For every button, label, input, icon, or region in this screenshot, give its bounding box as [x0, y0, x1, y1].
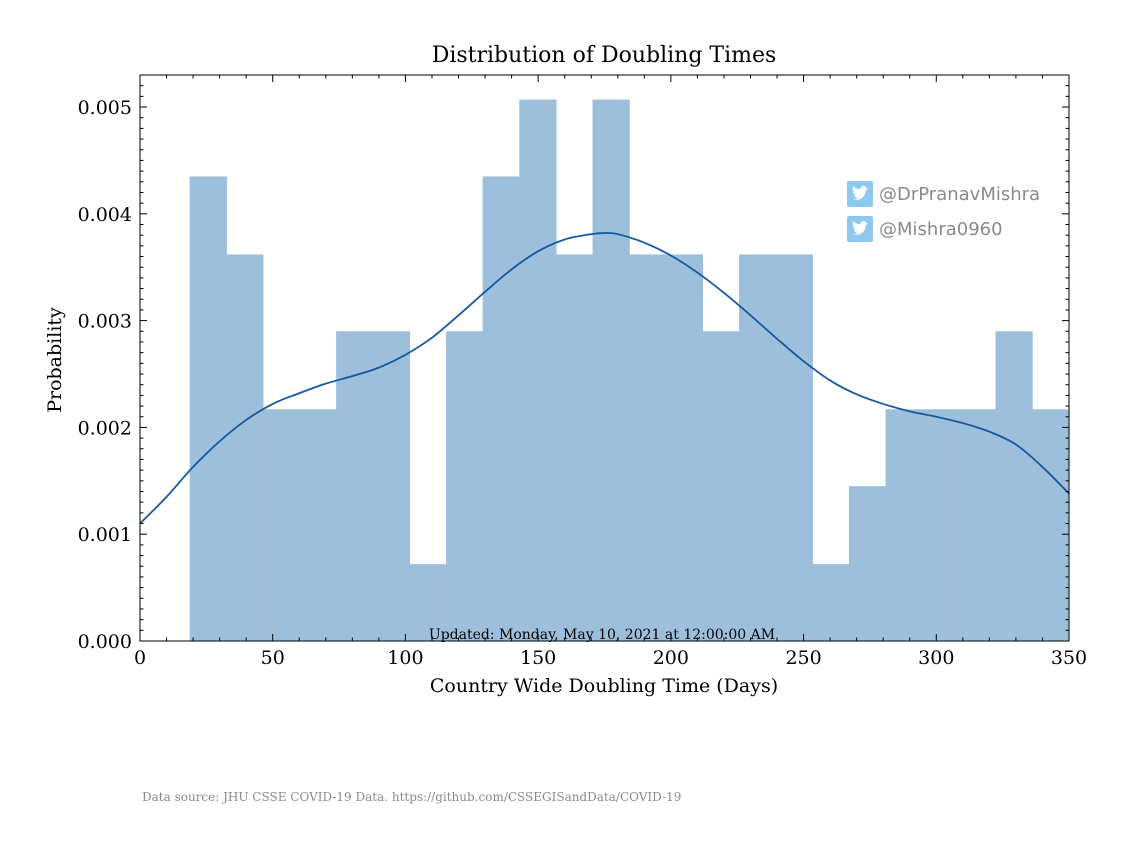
y-tick-label: 0.000: [78, 631, 132, 653]
histogram-bar: [336, 331, 374, 641]
histogram-bar: [482, 176, 520, 642]
histogram-bar: [775, 254, 813, 641]
x-axis-label: Country Wide Doubling Time (Days): [430, 675, 778, 697]
y-axis-label: Probability: [44, 307, 66, 413]
x-tick-label: 350: [1051, 647, 1087, 669]
twitter-bird-icon: [852, 220, 868, 235]
kde-curve-layer: [139, 232, 1070, 525]
watermark-2: @Mishra0960: [847, 216, 1003, 242]
watermark-1: @DrPranavMishra: [847, 181, 1040, 207]
histogram-bar: [958, 409, 997, 641]
histogram-bar: [262, 409, 301, 641]
x-tick-label: 200: [653, 647, 689, 669]
histogram-bar: [739, 254, 777, 641]
chart-title: Distribution of Doubling Times: [432, 43, 777, 68]
histogram-bar: [665, 254, 704, 641]
data-source-footer: Data source: JHU CSSE COVID-19 Data. htt…: [142, 790, 681, 804]
histogram-bars: [189, 99, 1070, 642]
axis-ticks: 0 50 100 150 200 250 300 350 0.000 0.001 0.002 0.00…: [78, 74, 1087, 669]
y-tick-label: 0.003: [78, 311, 132, 333]
updated-annotation: Updated: Monday, May 10, 2021 at 12:00:0…: [429, 627, 775, 643]
histogram-bar: [189, 176, 227, 642]
histogram-bar: [372, 331, 411, 641]
twitter-bird-icon: [852, 185, 868, 200]
histogram-bar: [848, 486, 887, 641]
histogram-bar: [1032, 409, 1070, 641]
histogram-bar: [922, 409, 960, 641]
twitter-handle: @DrPranavMishra: [879, 184, 1040, 205]
histogram-bar: [629, 254, 667, 641]
x-tick-label: 100: [387, 647, 423, 669]
twitter-handle: @Mishra0960: [879, 219, 1003, 240]
histogram-bar: [995, 331, 1033, 641]
kde-line: [139, 232, 1070, 525]
histogram-bar: [592, 99, 630, 642]
y-tick-label: 0.002: [78, 417, 132, 439]
y-tick-label: 0.004: [78, 204, 132, 226]
histogram-bar: [702, 331, 740, 641]
histogram-bar: [519, 99, 557, 642]
y-tick-label: 0.005: [78, 97, 132, 119]
x-tick-label: 150: [520, 647, 556, 669]
histogram-bar: [446, 331, 484, 641]
histogram-bar: [812, 564, 850, 641]
plot-frame: [139, 74, 1070, 642]
x-tick-label: 250: [785, 647, 821, 669]
histogram-bar: [555, 254, 594, 641]
histogram-bar: [226, 254, 264, 641]
x-tick-label: 0: [134, 647, 146, 669]
x-tick-label: 50: [261, 647, 285, 669]
histogram-bar: [885, 409, 923, 641]
x-tick-label: 300: [918, 647, 954, 669]
histogram-bar: [299, 409, 337, 641]
histogram-bar: [409, 564, 447, 641]
y-tick-label: 0.001: [78, 524, 132, 546]
